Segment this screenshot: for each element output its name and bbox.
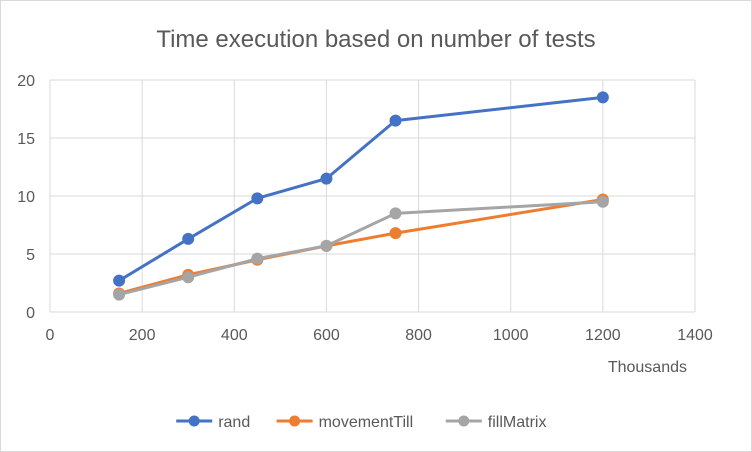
x-tick-label: 1000 — [493, 327, 529, 344]
data-point-fillMatrix — [182, 271, 195, 284]
x-axis-unit-label: Thousands — [608, 359, 687, 376]
y-tick-label: 15 — [17, 131, 35, 148]
x-tick-label: 800 — [405, 327, 432, 344]
series-line-fillMatrix — [117, 200, 605, 297]
legend-label: fillMatrix — [488, 414, 547, 431]
data-point-rand — [596, 91, 609, 104]
data-point-fillMatrix — [113, 288, 126, 301]
data-point-rand — [113, 274, 126, 287]
data-point-rand — [251, 192, 264, 205]
data-point-rand — [389, 114, 402, 127]
x-tick-label: 1400 — [677, 327, 713, 344]
data-point-fillMatrix — [320, 239, 333, 252]
legend-item-movementTill: movementTill — [276, 414, 414, 431]
data-point-fillMatrix — [596, 195, 609, 208]
series-line-rand — [117, 95, 605, 283]
legend-swatch-marker — [188, 415, 200, 427]
legend-item-rand: rand — [176, 414, 250, 431]
data-point-movementTill — [389, 227, 402, 240]
legend-swatch-marker — [289, 415, 301, 427]
data-point-fillMatrix — [251, 252, 264, 265]
legend-label: rand — [218, 414, 250, 431]
x-tick-label: 200 — [129, 327, 156, 344]
y-tick-label: 20 — [17, 73, 35, 90]
legend-swatch-marker — [458, 415, 470, 427]
y-tick-label: 5 — [26, 247, 35, 264]
plot-series — [113, 91, 609, 301]
legend-item-fillMatrix: fillMatrix — [445, 414, 547, 431]
y-tick-label: 10 — [17, 189, 35, 206]
legend-label: movementTill — [319, 414, 414, 431]
data-point-fillMatrix — [389, 207, 402, 220]
chart-title: Time execution based on number of tests — [156, 26, 595, 53]
data-point-rand — [320, 172, 333, 185]
x-tick-label: 0 — [46, 327, 55, 344]
y-tick-label: 0 — [26, 305, 35, 322]
gridlines — [49, 79, 696, 313]
legend: rand movementTill fillMatrix — [176, 414, 546, 431]
data-point-rand — [182, 232, 195, 245]
x-tick-label: 400 — [221, 327, 248, 344]
x-tick-label: 1200 — [585, 327, 621, 344]
x-tick-label: 600 — [313, 327, 340, 344]
